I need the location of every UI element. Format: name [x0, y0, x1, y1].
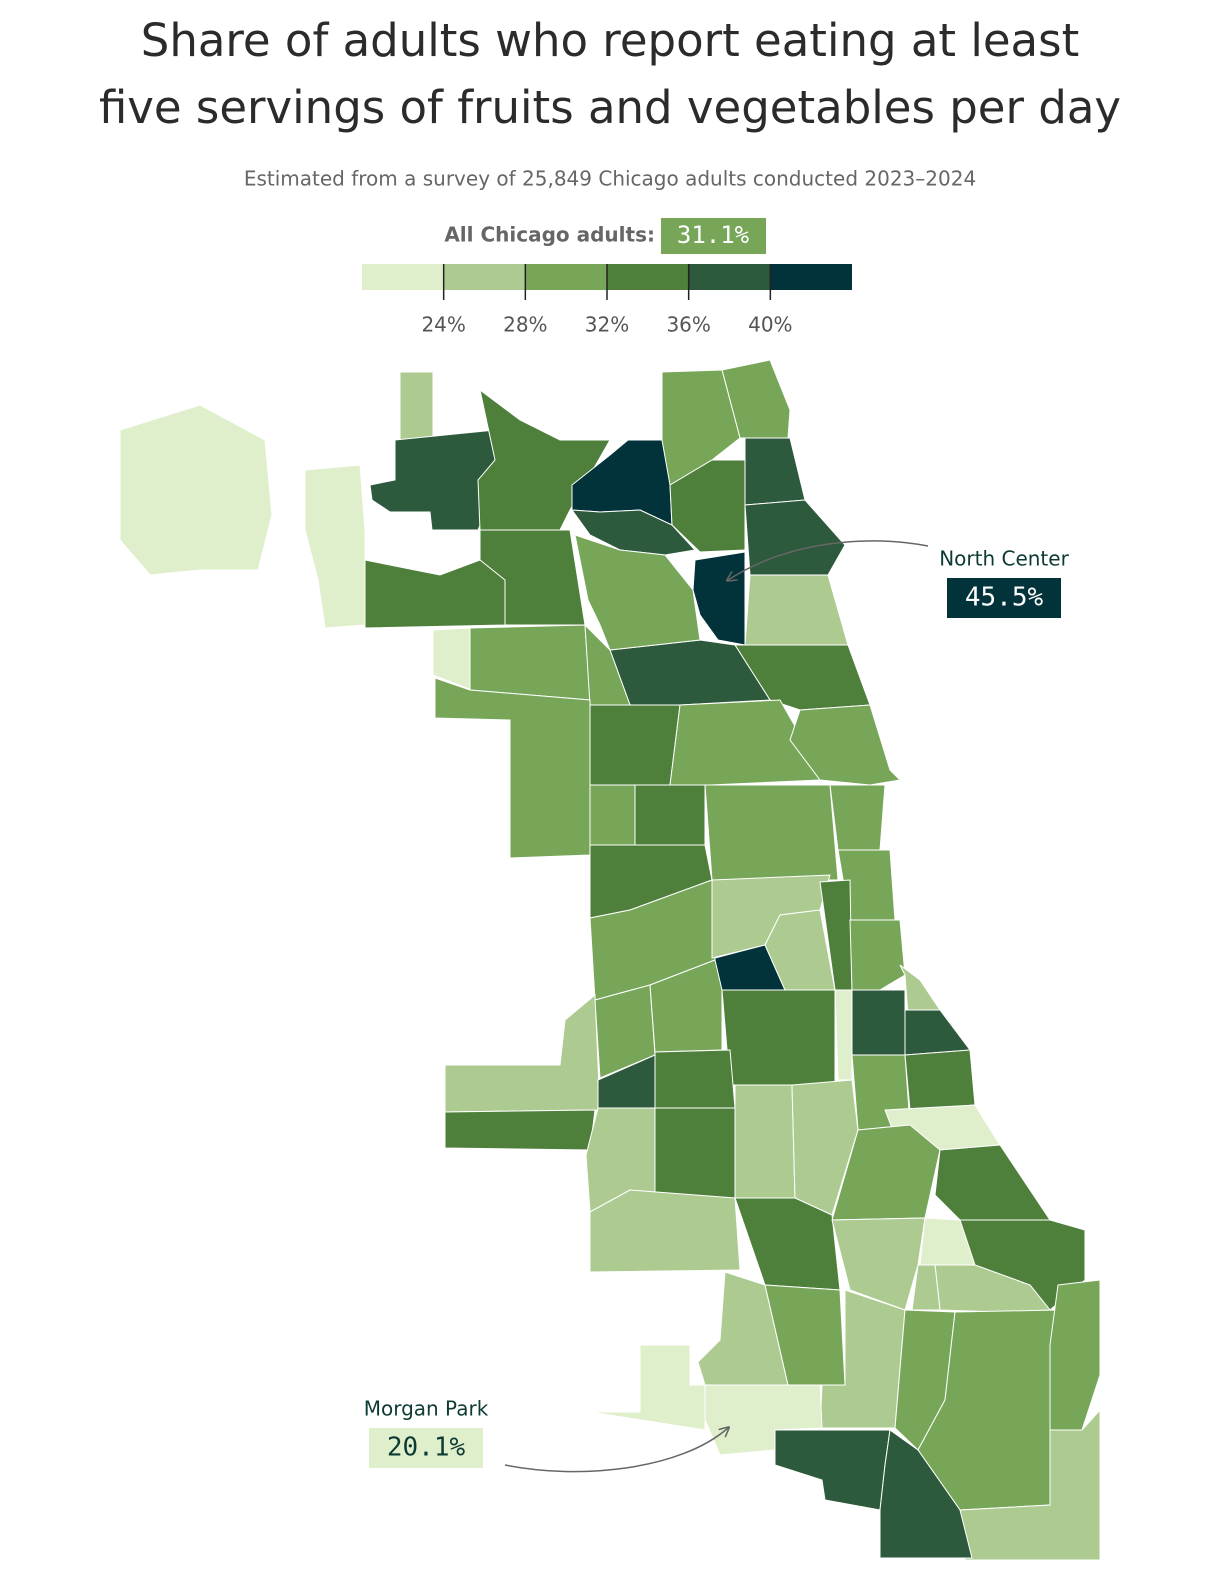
community-area [744, 574, 849, 646]
community-area [879, 1429, 973, 1559]
map [119, 359, 1101, 1561]
community-area [851, 989, 906, 1056]
community-area [434, 677, 591, 859]
community-area [744, 437, 806, 506]
legend-tick-label: 32% [585, 313, 629, 337]
community-area [364, 559, 506, 629]
legend-swatch [362, 264, 444, 290]
community-area [791, 1079, 859, 1216]
community-area [119, 404, 273, 576]
community-area [904, 1009, 971, 1056]
annotation-name: North Center [939, 547, 1069, 571]
community-area [692, 551, 746, 646]
community-area [849, 919, 906, 991]
overall-value: 31.1% [677, 221, 750, 249]
community-area [904, 1049, 976, 1111]
community-area [704, 1384, 823, 1456]
community-area [744, 499, 846, 576]
annotation-arrow [504, 1428, 728, 1473]
community-area [911, 1264, 941, 1311]
community-area [444, 993, 601, 1113]
community-area [589, 1344, 706, 1431]
community-area [634, 784, 706, 846]
legend-swatch [770, 264, 852, 290]
community-area [834, 989, 853, 1081]
legend-swatch [688, 264, 771, 290]
chart-subtitle: Estimated from a survey of 25,849 Chicag… [244, 167, 976, 191]
annotation-name: Morgan Park [364, 1397, 489, 1421]
community-area [1049, 1279, 1101, 1431]
community-area [589, 784, 636, 846]
legend-tick-label: 40% [748, 313, 792, 337]
community-area [570, 509, 696, 556]
community-area [934, 1144, 1051, 1221]
community-area [831, 1124, 941, 1221]
community-area [444, 1109, 596, 1151]
annotation-box [369, 1428, 483, 1468]
community-area [831, 1217, 926, 1311]
community-area [654, 1049, 736, 1109]
annotation-arrow [728, 540, 929, 580]
annotation-box [947, 578, 1061, 618]
legend-swatch [443, 264, 526, 290]
community-area [734, 1197, 841, 1291]
community-area [764, 909, 836, 991]
overall-box [661, 218, 766, 254]
community-area [574, 534, 701, 651]
annotation-value: 20.1% [387, 1433, 466, 1463]
community-area [469, 624, 591, 701]
legend-tick-label: 28% [503, 313, 547, 337]
community-area [789, 704, 902, 786]
community-area [649, 959, 723, 1053]
community-area [589, 1189, 741, 1273]
legend-tick-label: 24% [421, 313, 465, 337]
community-area [829, 784, 886, 851]
community-area [589, 704, 681, 786]
chart-title: five servings of fruits and vegetables p… [99, 81, 1121, 134]
community-area [304, 464, 366, 629]
community-area [774, 1429, 891, 1511]
community-area [654, 1107, 736, 1199]
community-area [704, 784, 839, 881]
legend-swatch [525, 264, 607, 290]
chart-title: Share of adults who report eating at lea… [141, 14, 1079, 67]
community-area [899, 964, 941, 1016]
community-area [399, 371, 434, 441]
annotation-value: 45.5% [965, 583, 1044, 613]
legend-swatch [607, 264, 689, 290]
community-area [721, 989, 836, 1086]
community-area [734, 1084, 796, 1199]
overall-label: All Chicago adults: [444, 223, 655, 247]
legend-tick-label: 36% [666, 313, 710, 337]
